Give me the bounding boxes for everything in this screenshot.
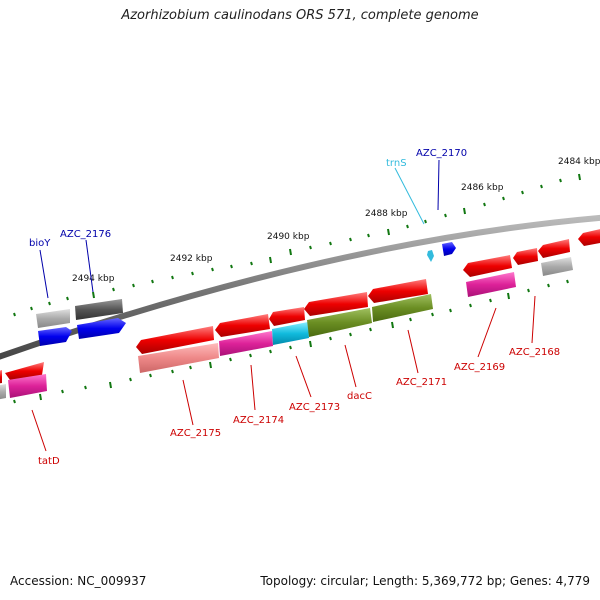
gene-label-trnS: trnS (386, 158, 407, 169)
gene-arrow-AZC_2175[interactable] (136, 326, 214, 354)
scale-label: 2486 kbp (461, 183, 504, 193)
gene-arrow-AZC_2173[interactable] (269, 307, 305, 326)
cog-box (219, 331, 273, 356)
cog-box (8, 374, 47, 398)
scale-label: 2490 kbp (267, 232, 310, 242)
gene-label-AZC_2170: AZC_2170 (416, 148, 467, 159)
gene-label-AZC_2168: AZC_2168 (509, 347, 560, 358)
gene-arrow-AZC_2168[interactable] (513, 248, 538, 265)
cog-box (466, 272, 516, 297)
gene-arrow-AZC_2174[interactable] (215, 314, 270, 337)
gene-arrow-bioY[interactable] (38, 327, 72, 346)
cog-box (372, 294, 433, 322)
reverse-strand-features (0, 228, 600, 400)
gene-arrow-AZC_2176[interactable] (77, 318, 126, 339)
gene-label-bioY: bioY (29, 238, 51, 249)
gene-label-AZC_2175: AZC_2175 (170, 428, 221, 439)
gene-arrow-tatD[interactable] (5, 362, 44, 380)
map-title: Azorhizobium caulinodans ORS 571, comple… (121, 8, 479, 23)
gene-label-tatD: tatD (38, 456, 60, 467)
cog-box (0, 384, 6, 400)
gene-label-AZC_2171: AZC_2171 (396, 377, 447, 388)
gene-label-AZC_2173: AZC_2173 (289, 402, 340, 413)
gene-arrow-AZC_2169[interactable] (463, 255, 512, 277)
trna-arrow-trnS[interactable] (427, 250, 434, 262)
cog-box (138, 343, 219, 373)
gene-arrow-dacC[interactable] (304, 292, 368, 316)
scale-label: 2484 kbp (558, 157, 600, 167)
outer-scale-ticks (13, 173, 581, 317)
accession-label: Accession: NC_009937 (10, 574, 147, 588)
scale-label: 2492 kbp (170, 254, 213, 264)
gene-arrow-partial-right[interactable] (578, 228, 600, 246)
forward-strand-features (36, 242, 456, 346)
inner-scale-ticks (13, 279, 569, 404)
label-leaders (31, 159, 536, 452)
scale-label: 2494 kbp (72, 274, 115, 284)
gene-arrow-AZC_2170[interactable] (442, 242, 456, 256)
gene-label-AZC_2176: AZC_2176 (60, 229, 111, 240)
gene-label-dacC: dacC (347, 391, 372, 402)
gene-label-AZC_2169: AZC_2169 (454, 362, 505, 373)
genome-stats-label: Topology: circular; Length: 5,369,772 bp… (260, 574, 590, 588)
cog-box (36, 309, 70, 328)
gene-arrow-AZC_2171[interactable] (368, 279, 428, 303)
cog-box (272, 322, 309, 345)
gene-arrow-partial-left[interactable] (0, 370, 2, 384)
gene-arrow-next[interactable] (538, 239, 570, 258)
cog-box (541, 257, 573, 276)
scale-label: 2488 kbp (365, 209, 408, 219)
gene-label-AZC_2174: AZC_2174 (233, 415, 284, 426)
cog-box (307, 308, 372, 337)
cog-box (75, 299, 123, 320)
